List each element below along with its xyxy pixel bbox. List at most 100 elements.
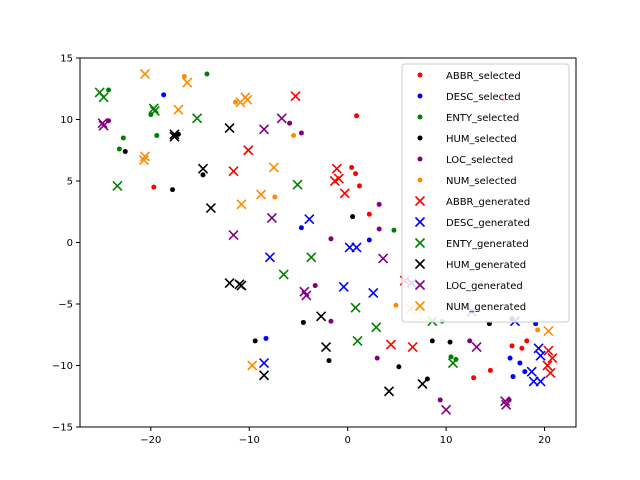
data-point xyxy=(543,325,554,337)
legend-marker xyxy=(414,237,426,249)
data-point xyxy=(441,404,452,415)
x-tick-label: −20 xyxy=(140,435,161,446)
data-point xyxy=(383,386,395,397)
data-point xyxy=(522,369,528,375)
data-point xyxy=(268,162,279,173)
data-point xyxy=(200,172,206,178)
data-point xyxy=(517,360,523,366)
y-tick-label: −5 xyxy=(58,300,73,311)
legend-marker xyxy=(414,216,426,228)
x-tick-label: 20 xyxy=(538,435,551,446)
legend-label: ABBR_generated xyxy=(446,197,530,208)
x-axis: −20 −10 0 10 20 xyxy=(140,427,551,446)
legend-label: NUM_selected xyxy=(446,176,517,187)
data-point xyxy=(471,375,477,381)
data-point xyxy=(353,171,359,177)
series-NUM_selected xyxy=(181,73,541,333)
legend-item: ABBR_generated xyxy=(414,195,530,208)
data-point xyxy=(236,280,247,291)
legend-item: LOC_generated xyxy=(414,279,523,292)
data-point xyxy=(112,180,123,191)
data-point xyxy=(542,360,553,371)
data-point xyxy=(182,77,193,88)
data-point xyxy=(535,327,541,333)
data-point xyxy=(331,163,342,174)
legend-marker xyxy=(417,156,423,162)
data-point xyxy=(298,130,304,136)
data-point xyxy=(122,148,128,154)
legend-item: ENTY_selected xyxy=(417,113,519,124)
data-point xyxy=(120,135,126,141)
data-point xyxy=(393,302,399,308)
data-point xyxy=(181,73,187,79)
data-point xyxy=(356,183,362,189)
legend-label: HUM_generated xyxy=(446,260,526,271)
data-point xyxy=(236,199,247,210)
data-point xyxy=(447,339,453,345)
data-point xyxy=(272,194,278,200)
legend: ABBR_selected DESC_selected ENTY_selected H… xyxy=(401,63,570,323)
data-point xyxy=(224,278,235,289)
legend-marker xyxy=(414,300,426,312)
data-point xyxy=(242,94,253,105)
data-point xyxy=(266,212,277,223)
data-point xyxy=(291,132,297,138)
data-point xyxy=(149,105,160,116)
legend-item: NUM_selected xyxy=(417,176,517,187)
data-point xyxy=(154,132,160,138)
data-point xyxy=(366,237,372,243)
data-point xyxy=(252,338,258,344)
data-point xyxy=(350,302,361,313)
data-point xyxy=(543,345,554,356)
data-point xyxy=(173,104,184,115)
data-point xyxy=(396,364,402,370)
data-point xyxy=(316,311,327,322)
legend-item: HUM_generated xyxy=(414,258,526,271)
x-tick-label: −10 xyxy=(239,435,260,446)
legend-marker xyxy=(417,72,423,78)
data-point xyxy=(524,338,530,344)
data-point xyxy=(258,124,270,135)
data-point xyxy=(290,91,301,102)
data-point xyxy=(437,397,443,403)
data-point xyxy=(116,146,122,152)
data-point xyxy=(339,188,350,199)
data-point xyxy=(326,358,332,364)
data-point xyxy=(106,87,112,93)
data-point xyxy=(368,287,379,298)
data-point xyxy=(151,184,157,190)
data-point xyxy=(170,187,176,193)
legend-item: DESC_generated xyxy=(414,216,530,229)
legend-item: HUM_selected xyxy=(417,134,517,145)
data-point xyxy=(391,227,397,233)
series-LOC_generated xyxy=(97,113,512,415)
data-point xyxy=(204,71,210,77)
legend-label: LOC_generated xyxy=(446,281,523,292)
data-point xyxy=(429,338,435,344)
data-point xyxy=(256,189,267,200)
legend-label: NUM_generated xyxy=(446,302,526,313)
data-point xyxy=(371,322,382,333)
data-point xyxy=(301,290,312,301)
data-point xyxy=(354,113,360,119)
data-point xyxy=(547,353,558,364)
data-point xyxy=(501,399,512,410)
data-point xyxy=(292,179,303,190)
series-NUM_generated xyxy=(138,68,554,371)
legend-marker xyxy=(417,135,423,141)
data-point xyxy=(192,113,203,124)
legend-marker xyxy=(417,114,423,120)
y-tick-label: −10 xyxy=(52,361,73,372)
data-point xyxy=(169,131,180,142)
data-point xyxy=(374,355,380,361)
data-point xyxy=(139,151,151,162)
data-point xyxy=(509,343,515,349)
data-point xyxy=(98,120,109,131)
legend-label: ABBR_selected xyxy=(446,71,521,82)
data-point xyxy=(535,350,546,361)
legend-item: ENTY_generated xyxy=(414,237,529,250)
data-point xyxy=(376,226,382,232)
y-tick-label: 10 xyxy=(60,115,73,126)
data-point xyxy=(448,354,454,360)
legend-item: LOC_selected xyxy=(417,155,513,166)
